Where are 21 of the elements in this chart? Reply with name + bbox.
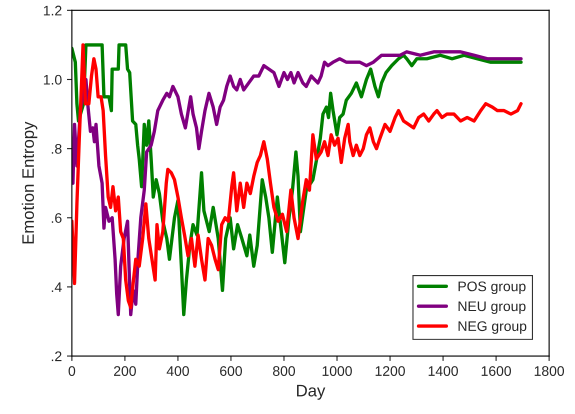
x-tick-label: 1400 — [428, 366, 458, 376]
y-axis-title: Emotion Entropy — [22, 122, 38, 244]
legend-label: NEG group — [458, 321, 526, 334]
legend-label: NEU group — [458, 301, 526, 314]
legend-label: POS group — [458, 281, 526, 294]
y-tick-label: .2 — [52, 351, 62, 362]
y-tick-label: 1.2 — [44, 6, 62, 16]
x-tick-label: 400 — [166, 366, 189, 376]
x-tick-label: 1000 — [322, 366, 352, 376]
x-tick-label: 0 — [68, 366, 76, 376]
x-tick-label: 1600 — [482, 366, 512, 376]
y-tick-label: 1.0 — [44, 74, 62, 85]
x-tick-label: 200 — [114, 366, 136, 376]
x-tick-label: 800 — [273, 366, 296, 376]
y-tick-label: .4 — [52, 282, 62, 292]
y-tick-label: .6 — [52, 213, 62, 223]
x-axis-title: Day — [297, 384, 326, 400]
x-tick-label: 600 — [220, 366, 242, 376]
x-tick-label: 1800 — [534, 366, 564, 376]
x-tick-label: 1200 — [376, 366, 405, 376]
y-tick-label: .8 — [52, 144, 62, 154]
